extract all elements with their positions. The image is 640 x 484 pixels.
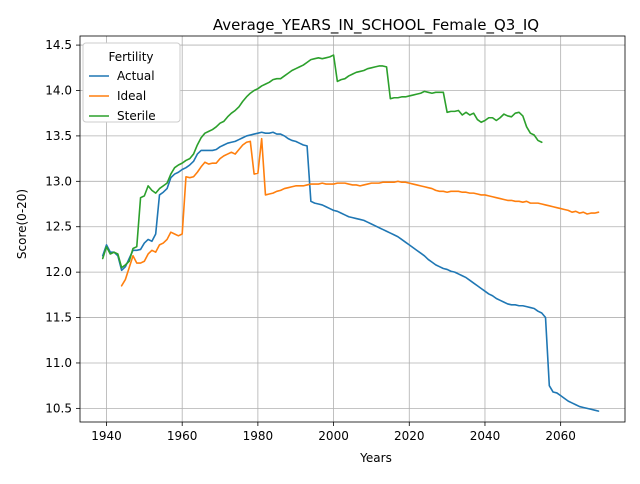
x-tick-label: 1960 (167, 429, 198, 443)
x-tick-label: 1980 (243, 429, 274, 443)
chart-title: Average_YEARS_IN_SCHOOL_Female_Q3_IQ (213, 16, 539, 35)
y-axis-label: Score(0-20) (15, 189, 29, 259)
x-tick-label: 2020 (394, 429, 425, 443)
y-tick-label: 13.0 (45, 174, 72, 188)
y-tick-label: 14.5 (45, 38, 72, 52)
y-tick-label: 12.5 (45, 220, 72, 234)
legend-title: Fertility (108, 50, 153, 64)
x-axis-label: Years (359, 451, 392, 465)
x-tick-label: 2060 (545, 429, 576, 443)
x-tick-label: 2000 (318, 429, 349, 443)
legend: Fertility Actual Ideal Sterile (83, 43, 180, 123)
legend-label-actual: Actual (117, 69, 155, 83)
legend-label-sterile: Sterile (117, 109, 156, 123)
y-tick-label: 14.0 (45, 83, 72, 97)
x-tick-label: 2040 (470, 429, 501, 443)
x-tick-label: 1940 (91, 429, 122, 443)
y-tick-label: 13.5 (45, 129, 72, 143)
y-tick-label: 11.0 (45, 356, 72, 370)
legend-label-ideal: Ideal (117, 89, 146, 103)
y-tick-label: 10.5 (45, 401, 72, 415)
y-tick-label: 12.0 (45, 265, 72, 279)
y-tick-label: 11.5 (45, 311, 72, 325)
